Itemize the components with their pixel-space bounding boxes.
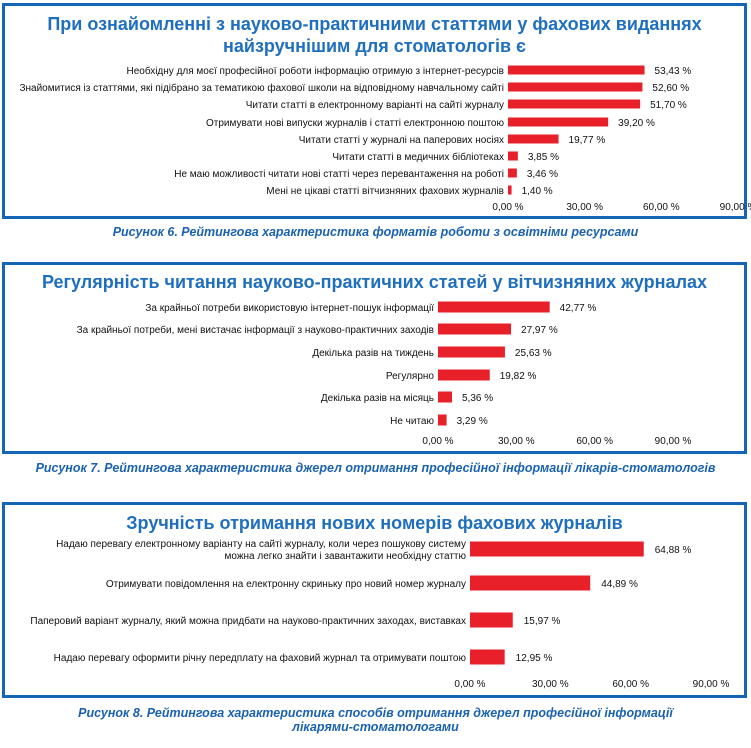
category-label: Декілька разів на тиждень <box>312 348 434 359</box>
bar <box>508 117 609 127</box>
data-label: 64,88 % <box>655 545 692 556</box>
data-label: 52,60 % <box>652 83 689 94</box>
category-label: можна легко знайти і завантажити необхід… <box>225 550 467 562</box>
data-label: 19,82 % <box>500 371 537 382</box>
data-label: 12,95 % <box>516 653 553 664</box>
category-label: Надаю перевагу електронному варіанту на … <box>56 539 466 550</box>
data-label: 3,46 % <box>527 169 558 180</box>
bar <box>508 168 517 178</box>
category-label: Читати статті в медичних бібліотеках <box>332 151 504 163</box>
data-label: 25,63 % <box>515 348 552 359</box>
figure-caption-8-line1: Рисунок 8. Рейтингова характеристика спо… <box>78 706 673 720</box>
category-label: Знайомитися із статтями, які підібрано з… <box>19 82 504 94</box>
figure-caption-8-line2: лікарями-стоматологами <box>292 720 459 734</box>
bar <box>438 414 447 426</box>
data-label: 15,97 % <box>524 616 561 627</box>
tick-label: 90,00 % <box>693 679 730 690</box>
tick-label: 60,00 % <box>643 202 680 213</box>
category-label: Мені не цікаві статті вітчизняних фахови… <box>266 185 504 197</box>
category-label: Необхідну для моєї професійної роботи ін… <box>126 65 504 77</box>
bar <box>438 301 550 313</box>
data-label: 39,20 % <box>618 118 655 129</box>
bar <box>470 541 644 557</box>
data-label: 53,43 % <box>655 66 692 77</box>
data-label: 3,29 % <box>457 416 488 427</box>
figure-caption-6: Рисунок 6. Рейтингова характеристика фор… <box>112 225 639 239</box>
chart-title-convenience: Зручність отримання нових номерів фахови… <box>126 513 623 533</box>
category-label: Декілька разів на місяць <box>321 393 434 404</box>
bar <box>438 369 490 381</box>
bar-chart-formats: 53,43 % Необхідну для моєї професійної ро… <box>19 65 751 213</box>
category-label: Не читаю <box>390 416 434 427</box>
chart-panel-formats: При ознайомленні з науково-практичними с… <box>2 3 751 219</box>
category-label: За крайньої потреби використовую інтерне… <box>145 302 434 314</box>
bar-chart-convenience: 64,88 % Надаю перевагу електронному варіа… <box>30 539 730 690</box>
bar <box>470 649 505 665</box>
tick-label: 0,00 % <box>492 202 523 213</box>
tick-label: 60,00 % <box>576 436 613 447</box>
category-label: Отримувати нові випуски журналів і статт… <box>206 118 504 129</box>
category-label: Читати статті в електронному варіанті на… <box>246 100 504 111</box>
bar <box>470 575 591 591</box>
bar <box>508 151 518 161</box>
tick-label: 0,00 % <box>454 679 485 690</box>
category-label: За крайньої потреби, мені вистачає інфор… <box>77 324 434 336</box>
data-label: 1,40 % <box>522 186 553 197</box>
data-label: 3,85 % <box>528 152 559 163</box>
category-label: Не маю можливості читати нові статті чер… <box>174 168 504 180</box>
figure-caption-7: Рисунок 7. Рейтингова характеристика дже… <box>35 461 716 475</box>
data-label: 5,36 % <box>462 393 493 404</box>
bar <box>508 99 641 109</box>
bar <box>470 612 513 628</box>
bar <box>438 391 452 403</box>
chart-panel-convenience: Зручність отримання нових номерів фахови… <box>2 502 747 698</box>
tick-label: 90,00 % <box>655 436 692 447</box>
category-label: Регулярно <box>386 371 435 382</box>
bar-chart-regularity: 42,77 % За крайньої потреби використовую … <box>77 301 692 447</box>
chart-title-formats-line1: При ознайомленні з науково-практичними с… <box>47 14 702 34</box>
bar <box>508 134 559 144</box>
tick-label: 30,00 % <box>566 202 603 213</box>
bar <box>438 323 512 335</box>
data-label: 51,70 % <box>650 100 687 111</box>
data-label: 42,77 % <box>560 303 597 314</box>
chart-panel-regularity: Регулярність читання науково-практичних … <box>2 262 747 454</box>
bar <box>508 185 512 195</box>
category-label: Паперовий варіант журналу, який можна пр… <box>30 615 466 627</box>
bar <box>508 82 643 92</box>
data-label: 19,77 % <box>569 135 606 146</box>
category-label: Отримувати повідомлення на електронну ск… <box>106 579 466 590</box>
chart-title-regularity: Регулярність читання науково-практичних … <box>41 272 708 292</box>
category-label: Читати статті у журналі на паперових нос… <box>299 135 504 146</box>
tick-label: 60,00 % <box>612 679 649 690</box>
data-label: 44,89 % <box>601 579 638 590</box>
bar <box>438 346 505 358</box>
category-label: Надаю перевагу оформити річну передплату… <box>54 652 467 664</box>
tick-label: 90,00 % <box>720 202 751 213</box>
data-label: 27,97 % <box>521 325 558 336</box>
tick-label: 30,00 % <box>498 436 535 447</box>
tick-label: 30,00 % <box>532 679 569 690</box>
tick-label: 0,00 % <box>422 436 453 447</box>
chart-title-formats-line2: найзручнішим для стоматологів є <box>223 36 526 56</box>
bar <box>508 65 645 75</box>
